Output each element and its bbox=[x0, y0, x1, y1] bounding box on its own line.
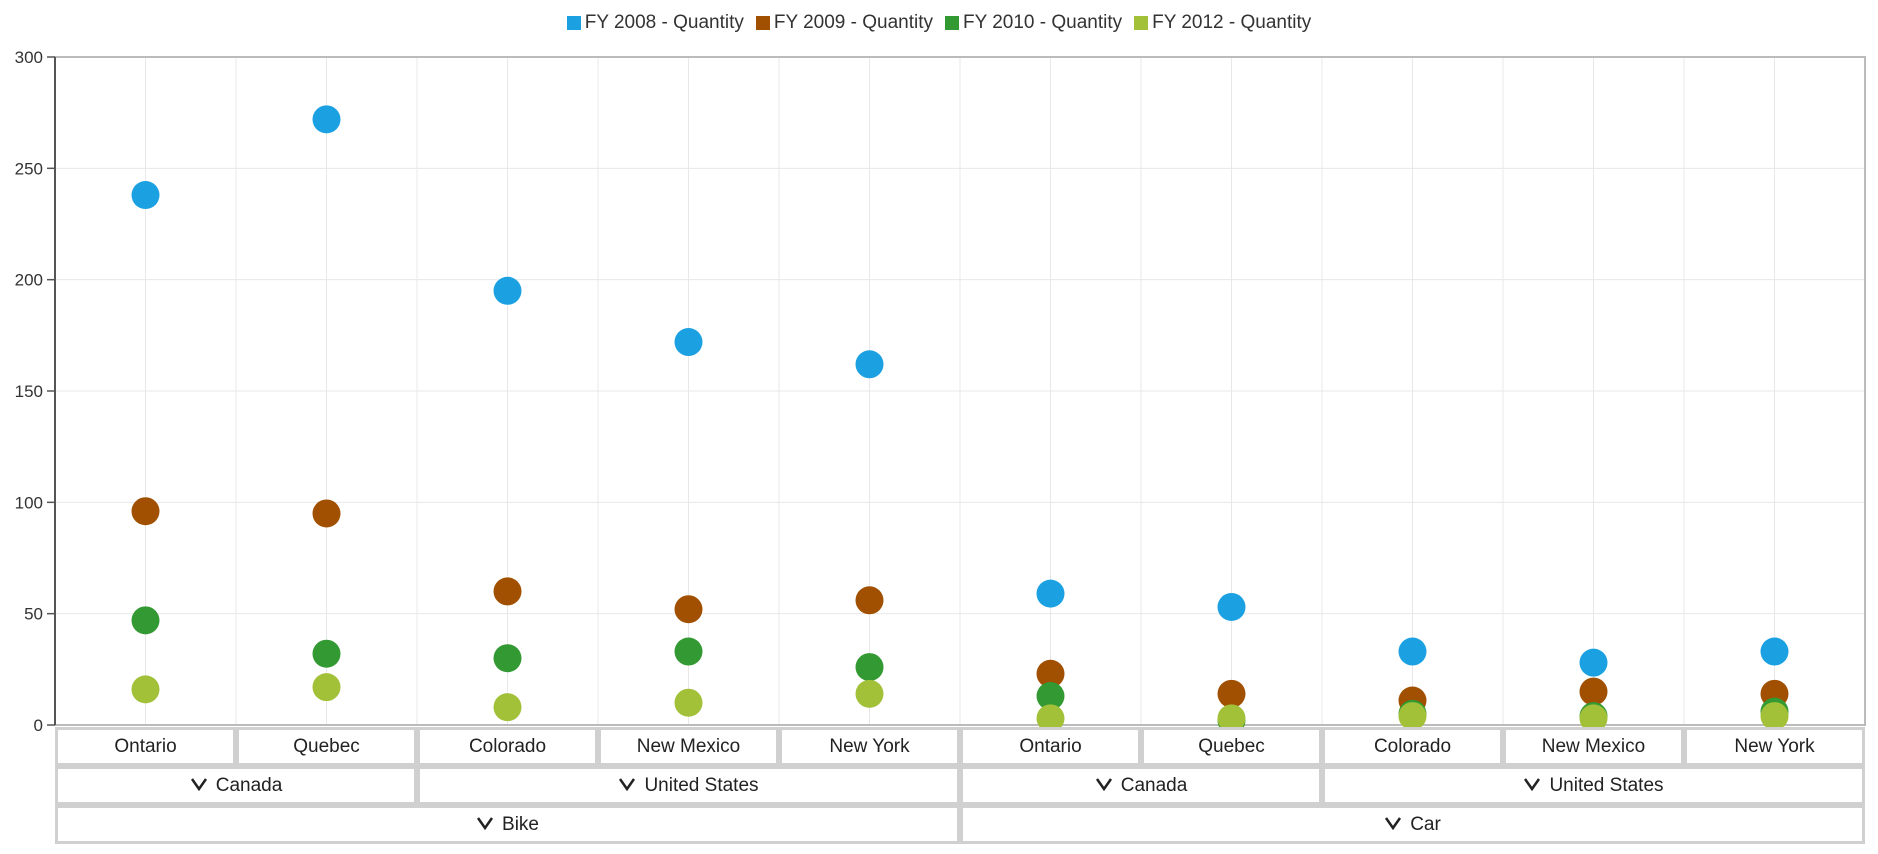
axis-group-label: Quebec bbox=[293, 735, 360, 757]
data-point[interactable] bbox=[855, 679, 884, 708]
data-point[interactable] bbox=[493, 693, 522, 722]
axis-group-label: New Mexico bbox=[1541, 735, 1646, 757]
legend-label: FY 2010 - Quantity bbox=[963, 12, 1123, 33]
x-category-label: Ontario bbox=[55, 727, 236, 766]
data-point[interactable] bbox=[855, 350, 884, 379]
axis-group-label: New Mexico bbox=[636, 735, 741, 757]
data-point[interactable] bbox=[674, 688, 703, 717]
x-group-vehicle[interactable]: Bike bbox=[55, 805, 960, 844]
data-point[interactable] bbox=[1036, 579, 1065, 608]
axis-group-label: New York bbox=[829, 735, 910, 757]
legend-swatch bbox=[1134, 16, 1149, 30]
x-category-label: Quebec bbox=[236, 727, 417, 766]
grid-layer bbox=[55, 56, 1866, 726]
legend-item[interactable]: FY 2008 - Quantity bbox=[566, 12, 744, 34]
chevron-down-icon[interactable] bbox=[190, 775, 208, 797]
data-point[interactable] bbox=[1398, 637, 1427, 666]
x-category-label: Colorado bbox=[417, 727, 598, 766]
x-category-label: New York bbox=[1684, 727, 1865, 766]
chevron-down-icon[interactable] bbox=[1095, 775, 1113, 797]
y-tick-label: 300 bbox=[15, 48, 43, 67]
x-category-label: Ontario bbox=[960, 727, 1141, 766]
chart-legend: FY 2008 - Quantity FY 2009 - Quantity FY 2… bbox=[0, 10, 1878, 36]
x-group-country[interactable]: Canada bbox=[55, 766, 417, 805]
data-point[interactable] bbox=[493, 276, 522, 305]
axis-group-label: Canada bbox=[215, 774, 283, 796]
data-point[interactable] bbox=[1036, 659, 1065, 688]
legend-item[interactable]: FY 2010 - Quantity bbox=[945, 12, 1122, 34]
data-point[interactable] bbox=[131, 675, 160, 704]
axis-group-label: Canada bbox=[1120, 774, 1188, 796]
axis-group-label: Ontario bbox=[114, 735, 177, 757]
axis-group-label: Colorado bbox=[1373, 735, 1452, 757]
data-point[interactable] bbox=[312, 639, 341, 668]
y-tick-label: 0 bbox=[34, 716, 43, 735]
x-group-vehicle[interactable]: Car bbox=[960, 805, 1865, 844]
legend-label: FY 2009 - Quantity bbox=[773, 12, 933, 33]
x-category-label: New Mexico bbox=[1503, 727, 1684, 766]
legend-swatch bbox=[566, 16, 581, 30]
x-group-country[interactable]: United States bbox=[1322, 766, 1865, 805]
x-category-label: Quebec bbox=[1141, 727, 1322, 766]
data-point[interactable] bbox=[493, 644, 522, 673]
x-category-label: New York bbox=[779, 727, 960, 766]
points-layer bbox=[131, 105, 1789, 735]
data-point[interactable] bbox=[855, 653, 884, 682]
legend-item[interactable]: FY 2012 - Quantity bbox=[1134, 12, 1311, 34]
y-tick-label: 200 bbox=[15, 271, 43, 290]
data-point[interactable] bbox=[1217, 679, 1246, 708]
legend-swatch bbox=[755, 16, 770, 30]
axis-group-label: Ontario bbox=[1019, 735, 1082, 757]
data-point[interactable] bbox=[312, 499, 341, 528]
axis-layer: 0 50 100 150 200 250 300 bbox=[15, 48, 1866, 735]
y-tick-label: 100 bbox=[15, 493, 43, 512]
data-point[interactable] bbox=[131, 606, 160, 635]
y-tick-label: 150 bbox=[15, 382, 43, 401]
x-category-label: New Mexico bbox=[598, 727, 779, 766]
data-point[interactable] bbox=[312, 105, 341, 134]
axis-group-label: Quebec bbox=[1198, 735, 1265, 757]
chevron-down-icon[interactable] bbox=[476, 814, 494, 836]
data-point[interactable] bbox=[1760, 702, 1789, 731]
data-point[interactable] bbox=[1036, 704, 1065, 733]
data-point[interactable] bbox=[1579, 704, 1608, 733]
data-point[interactable] bbox=[1217, 592, 1246, 621]
data-point[interactable] bbox=[855, 586, 884, 615]
data-point[interactable] bbox=[1579, 648, 1608, 677]
chevron-down-icon[interactable] bbox=[1384, 814, 1402, 836]
data-point[interactable] bbox=[1217, 704, 1246, 733]
chevron-down-icon[interactable] bbox=[1523, 775, 1541, 797]
axis-group-label: Bike bbox=[502, 813, 539, 835]
data-point[interactable] bbox=[674, 328, 703, 357]
x-category-label: Colorado bbox=[1322, 727, 1503, 766]
legend-swatch bbox=[945, 16, 959, 30]
legend-item[interactable]: FY 2009 - Quantity bbox=[755, 12, 933, 34]
legend-label: FY 2008 - Quantity bbox=[584, 12, 744, 33]
y-tick-label: 50 bbox=[24, 605, 43, 624]
data-point[interactable] bbox=[131, 497, 160, 526]
axis-group-label: United States bbox=[644, 774, 759, 796]
data-point[interactable] bbox=[1579, 677, 1608, 706]
data-point[interactable] bbox=[312, 673, 341, 702]
axis-group-label: Colorado bbox=[468, 735, 547, 757]
legend-label: FY 2012 - Quantity bbox=[1152, 12, 1312, 33]
x-group-country[interactable]: Canada bbox=[960, 766, 1322, 805]
y-tick-label: 250 bbox=[15, 159, 43, 178]
data-point[interactable] bbox=[1398, 702, 1427, 731]
chevron-down-icon[interactable] bbox=[618, 775, 636, 797]
axis-group-label: New York bbox=[1734, 735, 1815, 757]
data-point[interactable] bbox=[1036, 682, 1065, 711]
x-group-country[interactable]: United States bbox=[417, 766, 960, 805]
axis-group-label: Car bbox=[1410, 813, 1441, 835]
data-point[interactable] bbox=[674, 595, 703, 624]
data-point[interactable] bbox=[1760, 637, 1789, 666]
data-point[interactable] bbox=[493, 577, 522, 606]
axis-group-label: United States bbox=[1549, 774, 1664, 796]
data-point[interactable] bbox=[674, 637, 703, 666]
data-point[interactable] bbox=[131, 181, 160, 210]
